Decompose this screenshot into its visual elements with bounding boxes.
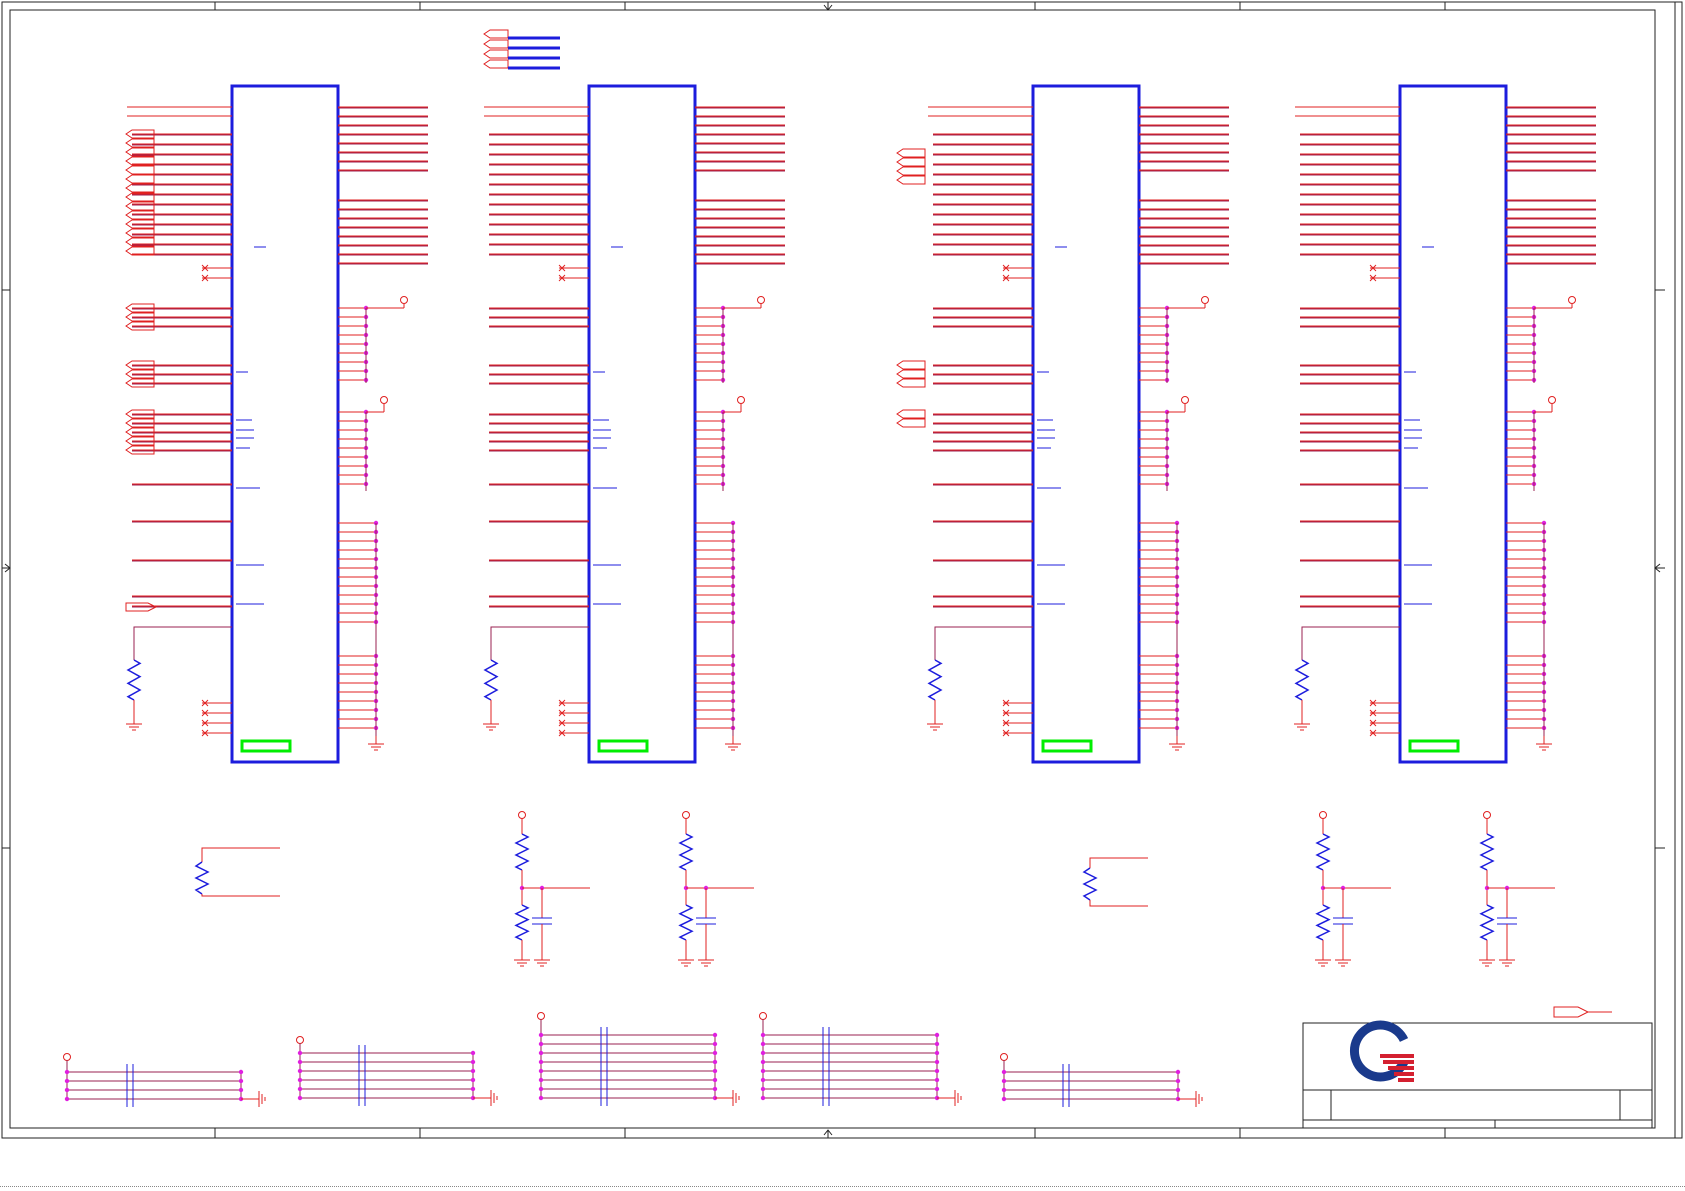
chip-footprint-pad [240,739,292,753]
chip-footprint-pad [1408,739,1460,753]
reset-port [125,602,158,612]
cap-bank-5 [1000,1053,1203,1107]
page-edge-marker [0,1186,1685,1187]
title-block [1302,1006,1653,1129]
series-resistor-left [194,847,280,897]
chip-body [230,84,340,764]
voltage-divider-networks [514,811,1555,967]
memory-chip-2 [483,84,785,764]
memory-chip-3 [896,84,1229,764]
decoupling-capacitor-banks [63,1012,1203,1107]
memory-chip-1 [125,84,428,764]
drawing-frame [1,1,1683,1139]
cap-bank-2 [296,1036,498,1106]
memory-chip-array [125,84,1596,764]
zone-ticks [2,2,1665,1138]
chip-footprint-pad [597,739,649,753]
chip-body [1398,84,1508,764]
vref-divider-4 [1479,811,1555,967]
cap-bank-3 [537,1012,740,1106]
net-label-bundle [483,29,560,70]
company-logo-icon [1349,1020,1414,1082]
memory-chip-4 [1294,84,1596,764]
chip-footprint-pad [1041,739,1093,753]
vref-divider-2 [678,811,754,967]
cap-bank-1 [63,1053,266,1107]
chip-body [1031,84,1141,764]
series-resistor-right [1082,857,1148,907]
vref-divider-1 [514,811,590,967]
vref-divider-3 [1315,811,1391,967]
chip-body [587,84,697,764]
cap-bank-4 [759,1012,962,1106]
